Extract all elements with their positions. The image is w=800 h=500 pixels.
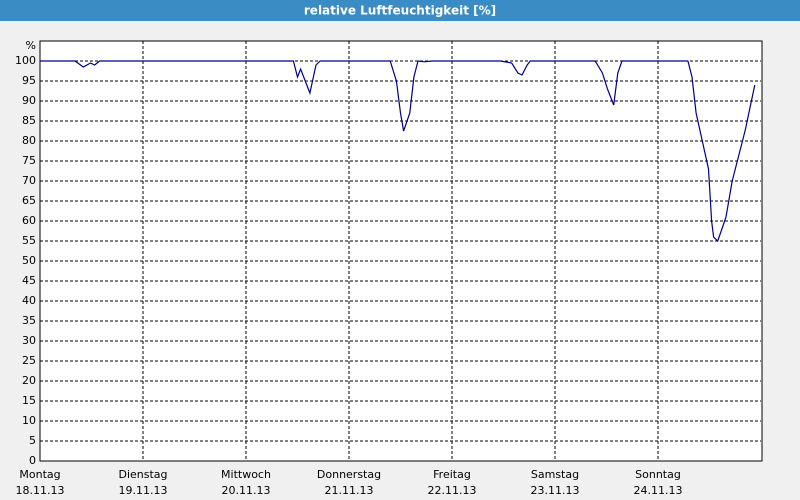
y-tick-label: 75 xyxy=(22,154,36,167)
y-tick-label: 5 xyxy=(29,434,36,447)
y-tick-label: 55 xyxy=(22,234,36,247)
chart-title: relative Luftfeuchtigkeit [%] xyxy=(304,4,496,18)
y-tick-label: 60 xyxy=(22,214,36,227)
y-tick-label: 0 xyxy=(29,454,36,467)
x-tick-label: Dienstag xyxy=(118,468,167,481)
y-tick-label: 70 xyxy=(22,174,36,187)
x-tick-date: 24.11.13 xyxy=(634,484,683,497)
x-tick-date: 20.11.13 xyxy=(222,484,271,497)
plot-area xyxy=(39,40,763,462)
y-tick-label: 50 xyxy=(22,254,36,267)
humidity-line xyxy=(40,60,756,243)
y-tick-label: 10 xyxy=(22,414,36,427)
y-tick-label: 65 xyxy=(22,194,36,207)
x-tick-date: 23.11.13 xyxy=(531,484,580,497)
y-tick-label: 35 xyxy=(22,314,36,327)
y-unit: % xyxy=(26,39,36,52)
title-bar xyxy=(0,0,800,21)
y-tick-label: 80 xyxy=(22,134,36,147)
y-tick-label: 90 xyxy=(22,94,36,107)
y-tick-label: 30 xyxy=(22,334,36,347)
x-tick-label: Sonntag xyxy=(635,468,681,481)
x-tick-label: Montag xyxy=(19,468,60,481)
x-tick-date: 19.11.13 xyxy=(119,484,168,497)
x-tick-label: Mittwoch xyxy=(221,468,271,481)
x-tick-date: 22.11.13 xyxy=(428,484,477,497)
y-tick-label: 95 xyxy=(22,74,36,87)
y-tick-label: 15 xyxy=(22,394,36,407)
x-tick-label: Samstag xyxy=(531,468,579,481)
y-tick-label: 25 xyxy=(22,354,36,367)
y-tick-label: 40 xyxy=(22,294,36,307)
x-tick-date: 18.11.13 xyxy=(16,484,65,497)
x-tick-date: 21.11.13 xyxy=(325,484,374,497)
x-tick-label: Donnerstag xyxy=(317,468,381,481)
y-tick-label: 85 xyxy=(22,114,36,127)
x-tick-label: Freitag xyxy=(433,468,471,481)
y-tick-label: 45 xyxy=(22,274,36,287)
y-tick-label: 100 xyxy=(15,54,36,67)
y-tick-label: 20 xyxy=(22,374,36,387)
